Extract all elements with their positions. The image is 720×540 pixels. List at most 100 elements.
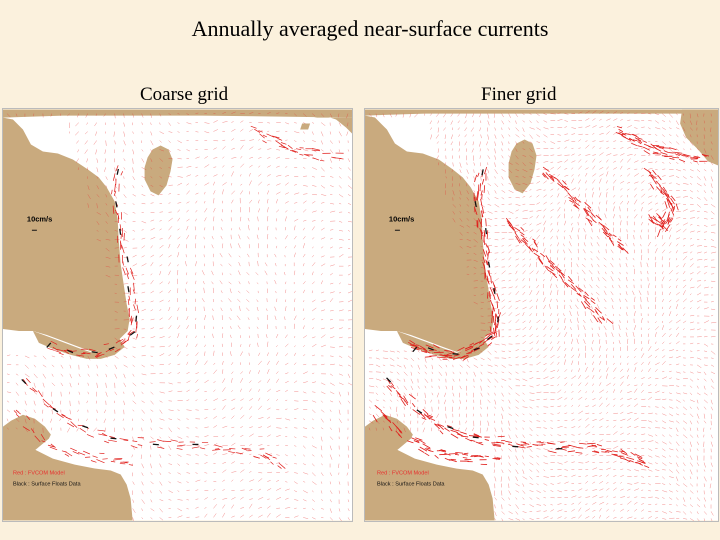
model-vector [258,488,262,491]
model-vector [585,503,588,505]
model-vector [15,113,18,117]
model-vector [640,317,643,324]
model-vector [613,389,616,393]
model-vector [249,443,253,446]
model-vector [571,474,576,477]
model-vector [522,278,525,282]
model-vector [131,454,133,458]
model-vector [689,504,694,508]
model-vector [651,174,657,179]
float-vector [474,201,477,208]
model-vector [522,134,526,137]
model-vector [303,418,306,421]
model-vector [620,375,625,380]
model-vector [249,479,255,482]
model-vector [564,126,568,128]
model-vector [150,122,152,126]
model-vector [338,382,344,385]
model-vector [634,388,638,393]
model-vector [508,448,512,452]
float-vector [412,346,418,353]
model-vector [114,373,118,379]
model-vector [493,294,496,301]
model-vector [508,406,511,410]
model-vector [450,113,453,117]
model-vector [479,338,486,344]
model-vector [213,398,218,401]
model-vector [641,489,644,491]
model-vector [150,236,156,240]
model-vector [201,298,205,303]
model-vector [24,373,30,378]
model-vector [258,497,264,500]
model-vector [655,348,659,352]
model-vector [592,165,596,170]
model-vector [536,214,539,219]
model-vector [578,374,582,379]
model-vector [222,425,228,428]
model-vector [42,364,47,368]
model-vector [267,140,272,142]
model-vector [656,213,663,219]
model-vector [501,305,506,310]
model-vector [329,436,334,440]
model-vector [710,148,713,151]
model-vector [228,253,232,258]
model-vector [536,348,540,352]
model-vector [231,157,237,159]
model-vector [33,364,37,368]
model-vector [578,382,582,386]
model-vector [417,371,421,375]
model-vector [696,462,700,466]
model-vector [710,371,716,375]
model-vector [150,140,154,146]
model-vector [570,299,572,303]
model-vector [585,453,589,456]
model-vector [703,399,708,404]
model-vector [249,156,254,159]
model-vector [627,173,631,177]
model-vector [661,224,669,232]
model-vector [661,202,665,205]
model-vector [529,455,534,459]
model-vector [263,454,271,461]
model-vector [159,264,163,267]
model-vector [108,439,117,442]
model-vector [627,125,632,128]
model-vector [585,234,587,240]
model-vector [150,327,155,330]
model-vector [278,145,286,149]
model-vector [654,341,657,345]
float-vector [416,409,423,414]
model-vector [613,206,615,212]
model-vector [633,296,636,303]
model-vector [641,180,645,184]
model-vector [648,145,655,149]
model-vector [109,348,115,352]
model-vector [311,436,314,439]
model-vector [186,218,190,222]
model-vector [466,211,470,213]
model-vector [568,248,572,254]
model-vector [213,181,215,186]
model-vector [320,149,324,152]
model-vector [105,274,111,278]
model-vector [96,176,99,179]
model-vector [329,149,334,154]
model-vector [495,332,497,338]
model-vector [543,516,549,519]
model-vector [564,325,567,331]
model-vector [132,309,138,312]
model-vector [303,427,308,429]
model-vector [444,349,453,352]
model-vector [266,341,269,347]
model-vector [627,154,633,156]
model-vector [606,403,610,407]
model-vector [585,446,589,449]
model-vector [302,243,305,249]
model-vector [710,251,717,254]
model-vector [123,203,126,205]
model-vector [237,325,241,330]
model-vector [159,176,163,179]
model-vector [529,155,534,159]
